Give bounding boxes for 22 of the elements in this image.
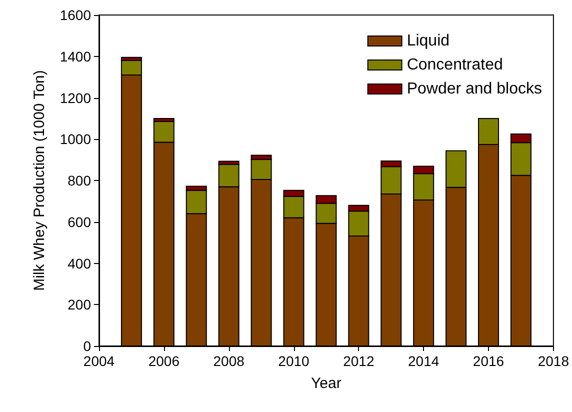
y-tick-label: 1400: [60, 48, 92, 64]
y-tick-label: 600: [68, 214, 92, 230]
y-tick-label: 1200: [60, 90, 92, 106]
x-tick-label: 2004: [83, 353, 115, 369]
x-tick-label: 2016: [472, 353, 504, 369]
legend-label: Powder and blocks: [406, 80, 542, 98]
y-tick-label: 800: [68, 172, 92, 188]
y-tick-label: 400: [68, 255, 92, 272]
x-tick-label: 2010: [278, 353, 310, 369]
x-tick-label: 2006: [148, 353, 180, 369]
y-axis-title: Milk Whey Production (1000 Ton): [31, 70, 48, 291]
legend-label: Concentrated: [406, 56, 503, 74]
x-axis-title: Year: [311, 375, 342, 392]
legend-label: Liquid: [406, 32, 450, 50]
y-tick-label: 0: [83, 338, 92, 354]
y-tick-label: 1000: [60, 131, 92, 148]
y-tick-label: 200: [68, 296, 92, 313]
y-tick-label: 1600: [60, 7, 92, 23]
x-tick-label: 2012: [343, 353, 374, 369]
x-tick-label: 2014: [408, 353, 440, 369]
x-tick-label: 2018: [538, 353, 570, 369]
x-tick-label: 2008: [213, 353, 245, 369]
